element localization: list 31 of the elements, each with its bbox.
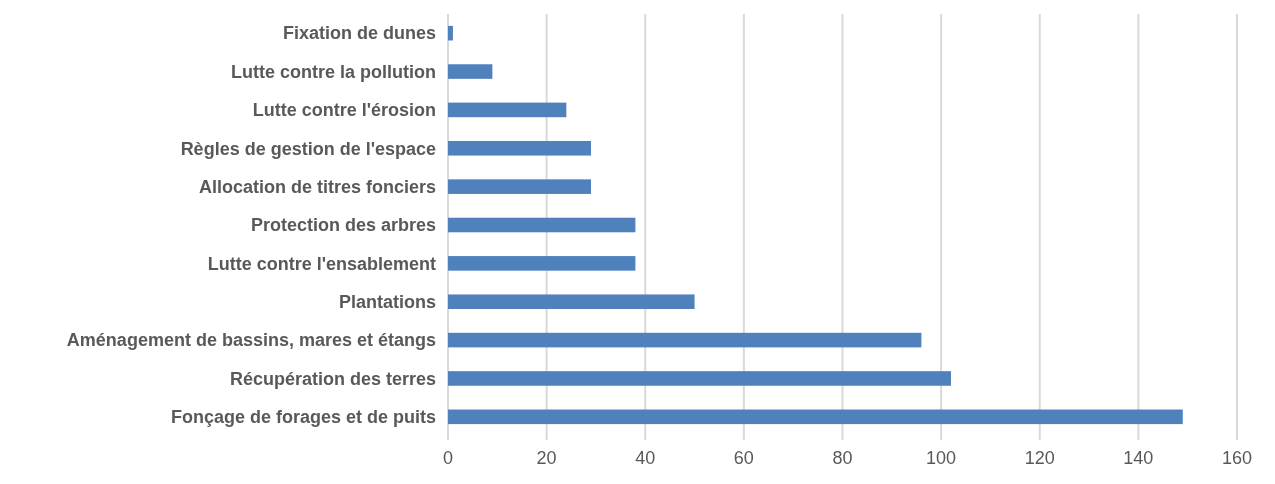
x-tick-label: 80 [832,448,853,468]
y-tick-label: Fixation de dunes [282,23,436,44]
bar [448,332,922,348]
y-tick-label: Lutte contre la pollution [231,61,436,82]
x-tick-label: 20 [536,448,557,468]
y-tick-label: Lutte contre l'ensablement [207,253,436,274]
bar [448,371,951,386]
x-tick-label: 60 [733,448,754,468]
bar [448,294,695,310]
bar [448,179,592,194]
y-tick-label: Fonçage de forages et de puits [170,407,436,428]
bar [448,102,567,118]
y-tick-label: Règles de gestion de l'espace [180,138,436,159]
x-tick-label: 120 [1024,448,1055,468]
y-tick-label: Plantations [338,292,436,313]
bar [448,217,636,233]
y-tick-label: Protection des arbres [250,215,436,236]
x-tick-label: 100 [926,448,957,468]
bar [448,25,453,41]
x-tick-label: 160 [1221,448,1253,468]
x-tick-label: 140 [1123,448,1154,468]
bar [448,256,636,271]
x-tick-label: 40 [635,448,656,468]
bar [448,409,1183,425]
y-tick-label: Allocation de titres fonciers [198,176,436,197]
y-tick-label: Lutte contre l'érosion [252,100,436,121]
bar [448,140,592,156]
y-tick-label: Récupération des terres [229,368,436,389]
y-tick-label: Aménagement de bassins, mares et étangs [66,330,436,351]
bar [448,64,493,79]
x-tick-label: 0 [442,448,454,468]
